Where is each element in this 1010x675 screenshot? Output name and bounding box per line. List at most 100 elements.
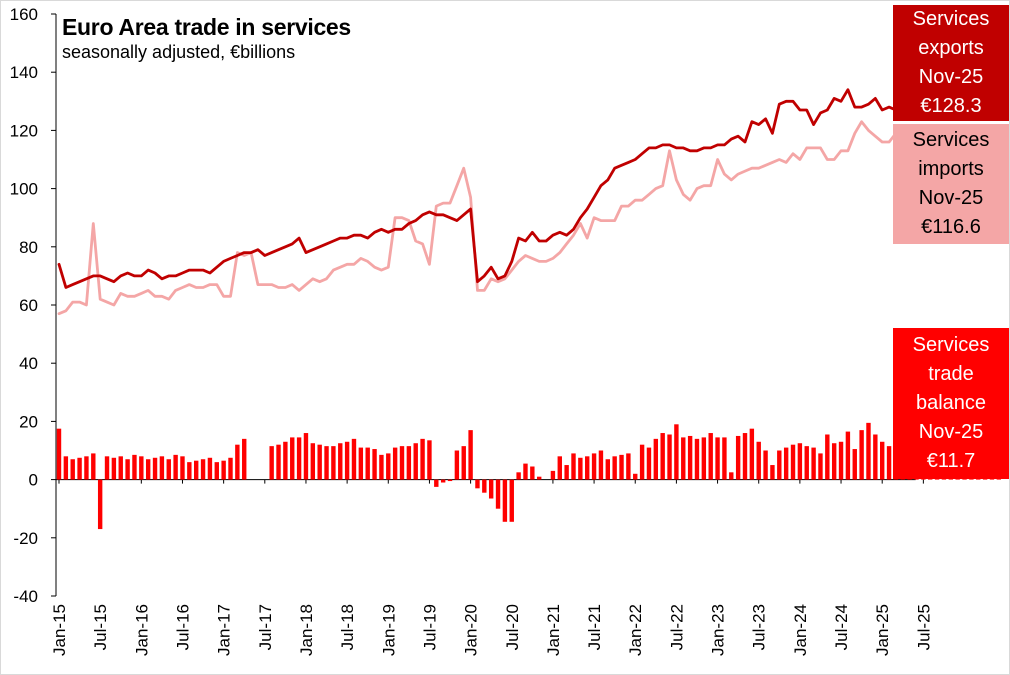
balance-bar [111, 457, 117, 480]
balance-bar [825, 434, 830, 480]
y-tick-label: 80 [19, 238, 38, 257]
balance-bar [660, 433, 665, 480]
callout-text: Services [912, 334, 990, 356]
balance-bar [729, 472, 734, 480]
balance-bar [749, 428, 755, 480]
balance-bar [708, 433, 713, 480]
x-tick-label: Jan-22 [626, 604, 645, 656]
balance-bar [783, 447, 789, 480]
balance-bar [633, 473, 638, 480]
x-tick-label: Jan-19 [379, 604, 398, 656]
balance-bar [537, 476, 542, 480]
balance-bar [187, 462, 192, 480]
callout-text: Nov-25 [918, 187, 984, 209]
balance-bar [269, 446, 274, 480]
balance-bar [221, 460, 226, 480]
balance-bar [97, 479, 103, 530]
callout-text: Nov-25 [918, 421, 984, 443]
balance-bar [413, 443, 418, 480]
balance-bar [770, 465, 775, 480]
y-tick-label: 40 [19, 354, 38, 373]
balance-bar [687, 435, 693, 480]
balance-bar [831, 443, 837, 480]
balance-bar [200, 459, 206, 480]
callout-text: Services [912, 8, 990, 30]
balance-bar [379, 454, 384, 480]
x-tick-label: Jan-17 [215, 604, 234, 656]
balance-bar [434, 479, 439, 487]
balance-bar [571, 453, 576, 480]
balance-bar [838, 441, 844, 480]
callout-value: €128.3 [920, 95, 982, 117]
balance-bar [502, 479, 508, 522]
balance-bar [214, 462, 219, 480]
balance-bar [56, 428, 62, 480]
callout-text: balance [915, 392, 987, 414]
balance-bar [482, 479, 487, 493]
balance-bar [91, 453, 96, 480]
balance-bar [523, 463, 528, 480]
balance-bar [701, 437, 707, 480]
balance-bar [125, 459, 130, 480]
balance-bar [639, 444, 645, 480]
x-tick-label: Jan-21 [544, 604, 563, 656]
balance-bar [612, 456, 617, 480]
balance-bar [845, 431, 851, 480]
callout-text: Services [912, 129, 990, 151]
balance-bar [735, 435, 741, 480]
x-tick-label: Jan-16 [132, 604, 151, 656]
x-tick-label: Jul-16 [173, 604, 192, 650]
balance-bar [118, 456, 123, 480]
exports-line [57, 88, 911, 289]
balance-bar [461, 446, 466, 480]
balance-bar [880, 441, 885, 480]
balance-bar [488, 479, 494, 499]
balance-bar [365, 447, 370, 480]
balance-bar [242, 438, 247, 480]
y-tick-label: 120 [10, 121, 38, 140]
x-tick-label: Jul-17 [256, 604, 275, 650]
balance-bar [63, 456, 69, 480]
y-tick-label: 160 [10, 5, 38, 24]
balance-bar [173, 454, 178, 480]
balance-bar [372, 449, 377, 480]
balance-bar [70, 459, 75, 480]
balance-bar [873, 434, 878, 480]
balance-callout: Services trade balance Nov-25 €11.7 [893, 328, 1009, 479]
x-tick-label: Jul-15 [91, 604, 110, 650]
balance-bar [859, 430, 864, 480]
balance-bar [228, 457, 233, 480]
x-tick-label: Jan-24 [791, 604, 810, 656]
balance-bar [722, 437, 727, 480]
balance-bar [358, 447, 364, 480]
balance-bar [331, 446, 336, 480]
x-tick-label: Jul-21 [585, 604, 604, 650]
y-tick-label: 60 [19, 296, 38, 315]
balance-bar [207, 457, 213, 480]
balance-bar [886, 446, 892, 480]
balance-bar [777, 450, 782, 480]
y-tick-label: 100 [10, 180, 38, 199]
balance-bar [763, 450, 768, 480]
callout-text: trade [928, 363, 974, 385]
balance-bar [578, 457, 583, 480]
balance-bar [324, 446, 329, 480]
balance-bar [77, 457, 82, 480]
balance-bar [468, 430, 473, 480]
callout-text: imports [918, 158, 984, 180]
balance-bar [598, 450, 604, 480]
balance-bar [159, 456, 165, 480]
x-tick-label: Jul-24 [832, 604, 851, 650]
balance-bar [530, 466, 535, 480]
balance-bar [139, 456, 144, 480]
x-tick-label: Jul-22 [667, 604, 686, 650]
x-tick-label: Jul-25 [914, 604, 933, 650]
balance-bar [386, 453, 391, 480]
balance-bar [276, 444, 281, 480]
y-tick-label: 140 [10, 63, 38, 82]
chart-title: Euro Area trade in services [62, 14, 351, 40]
balance-bars [56, 422, 1002, 530]
balance-bar [605, 459, 610, 480]
